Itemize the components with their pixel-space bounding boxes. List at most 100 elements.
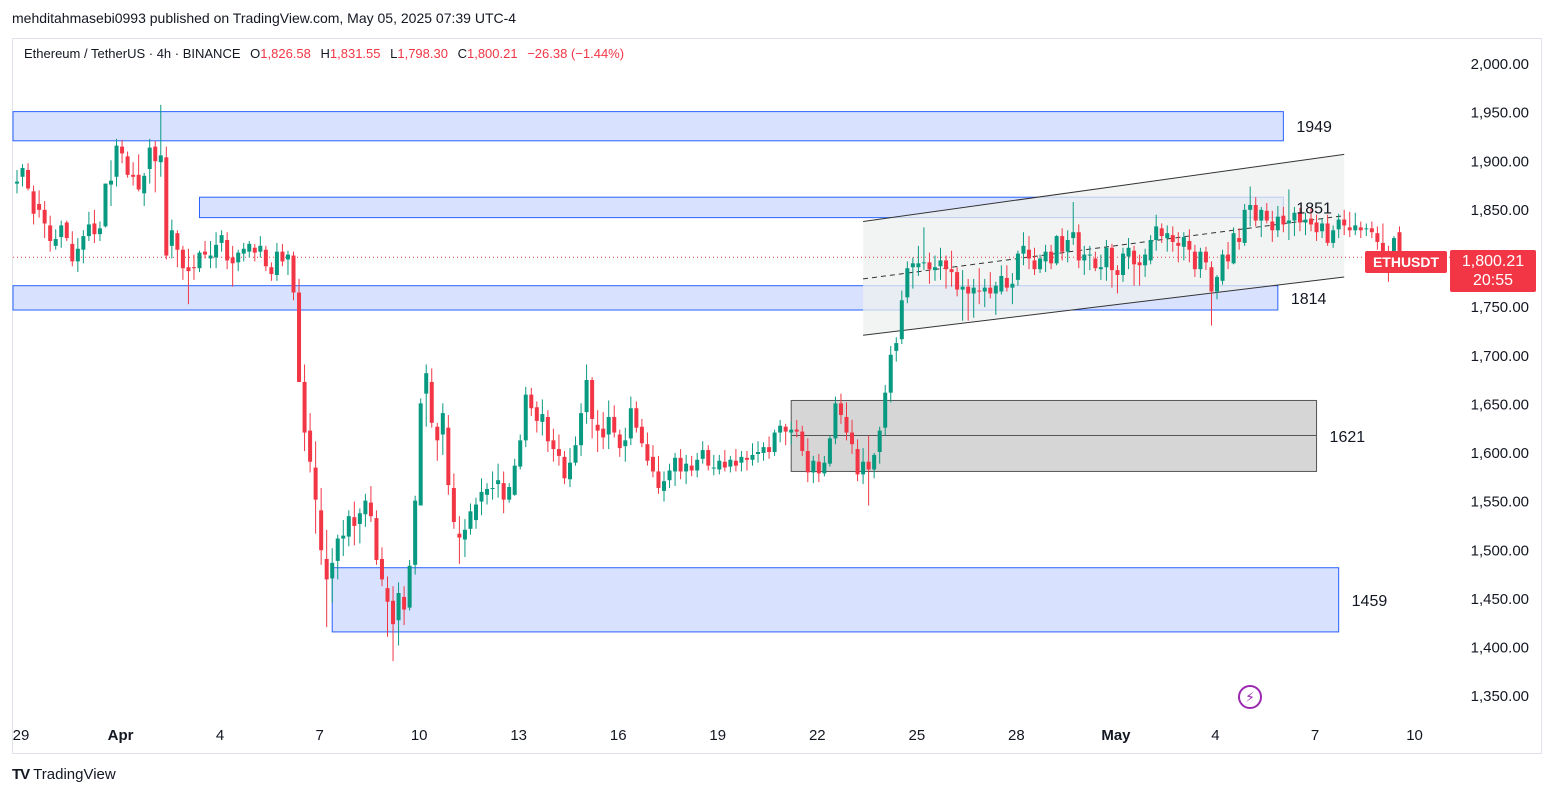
candle-body (816, 461, 821, 474)
candle (203, 240, 208, 259)
candle (1165, 225, 1170, 252)
chart-pane[interactable] (12, 38, 1542, 754)
candle-body (667, 470, 672, 481)
candle-body (1342, 219, 1347, 226)
candle-body (540, 414, 545, 422)
candle-body (158, 155, 163, 163)
candle (706, 445, 711, 471)
candle-body (827, 438, 832, 464)
candle-body (579, 413, 584, 446)
candle-body (1286, 220, 1291, 224)
candle (496, 463, 501, 498)
tradingview-logo[interactable]: TV TradingView (12, 766, 116, 783)
candle-body (1297, 212, 1302, 223)
legend-symbol[interactable]: Ethereum / TetherUS · 4h · BINANCE (24, 46, 241, 61)
candle-body (645, 444, 650, 461)
candle (756, 441, 761, 463)
candle (75, 238, 80, 273)
candle-body (767, 447, 772, 452)
candle-body (241, 248, 246, 254)
candle-body (263, 249, 268, 267)
zone-label-1814: 1814 (1291, 291, 1327, 308)
candle (523, 386, 528, 448)
candle-body (623, 440, 628, 447)
candle-body (1143, 254, 1148, 266)
candle (1104, 239, 1109, 281)
candle-body (473, 504, 478, 521)
candle (894, 337, 899, 362)
candle (136, 154, 141, 192)
candle (590, 377, 595, 439)
candle (1303, 212, 1308, 236)
candle-body (1336, 219, 1341, 230)
candle (70, 231, 75, 267)
zone-1949 (12, 111, 1284, 142)
candle-body (999, 275, 1004, 292)
candle-body (1121, 253, 1125, 276)
candle (1154, 214, 1159, 251)
candle (877, 426, 882, 464)
candle-body (341, 535, 346, 539)
candle-body (960, 286, 965, 290)
candle-body (109, 180, 114, 185)
candle (81, 230, 86, 264)
candle-body (114, 145, 119, 177)
candle (960, 270, 965, 321)
candle-body (888, 354, 893, 393)
candle (573, 436, 578, 466)
candle (280, 243, 285, 267)
candle (728, 455, 733, 473)
candle (1187, 229, 1192, 263)
candle (767, 436, 772, 459)
candle-body (1353, 225, 1358, 231)
candle-body (308, 430, 313, 462)
candle (1331, 225, 1336, 248)
candle (330, 548, 335, 603)
candle-body (916, 263, 921, 268)
candle-body (330, 562, 335, 579)
candle (1176, 232, 1181, 263)
time-axis: 29 Apr 4 7 10 13 16 19 22 25 28 May 4 7 10 (13, 727, 1423, 744)
candle (308, 413, 313, 473)
flash-icon[interactable]: ⚡ (1238, 685, 1262, 709)
candle-body (236, 252, 241, 263)
candle-body (512, 465, 517, 495)
candle-body (125, 156, 130, 175)
candle-body (932, 267, 937, 271)
candle-body (861, 461, 866, 475)
candle-body (1060, 236, 1065, 252)
candle-body (568, 462, 572, 480)
candle (1198, 247, 1203, 278)
candle-body (656, 471, 661, 488)
candle-body (1215, 276, 1220, 292)
candle (169, 219, 174, 259)
candle (1054, 235, 1059, 266)
candle-body (274, 251, 279, 276)
candle (120, 139, 125, 164)
candle-body (1104, 247, 1109, 268)
candle (1309, 207, 1314, 232)
x-tick-label: 28 (1008, 727, 1025, 744)
candle (490, 471, 495, 500)
candle-body (711, 467, 716, 469)
candle (739, 451, 744, 472)
tradingview-logo-text: TradingView (33, 766, 116, 783)
candle (252, 243, 257, 262)
candle (109, 160, 114, 206)
candle-body (440, 413, 445, 435)
candle-body (905, 268, 910, 298)
y-tick-label: 1,750.00 (1471, 299, 1529, 316)
candle-body (921, 262, 926, 264)
candle (175, 230, 180, 268)
candle (1297, 207, 1302, 232)
candle-body (186, 267, 191, 272)
candle-body (689, 465, 694, 471)
legend-close-value: 1,800.21 (466, 46, 518, 61)
candle (794, 419, 799, 438)
zone-label-1621: 1621 (1330, 429, 1366, 446)
candle (540, 399, 545, 436)
candle-body (42, 209, 47, 224)
candle-body (468, 511, 473, 529)
candle-body (1065, 239, 1070, 252)
